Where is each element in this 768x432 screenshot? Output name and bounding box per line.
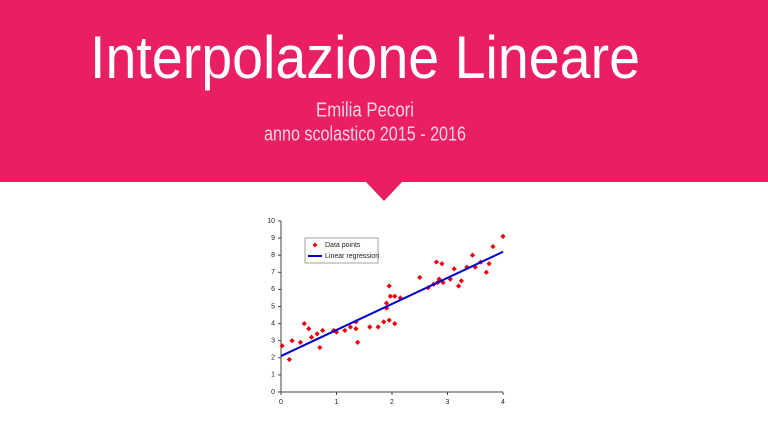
- data-point: [436, 276, 442, 282]
- data-point: [279, 343, 285, 349]
- y-tick-label: 0: [271, 389, 275, 396]
- data-point: [451, 266, 457, 272]
- x-tick-label: 2: [390, 399, 394, 406]
- data-point: [308, 334, 315, 340]
- data-point: [417, 274, 423, 281]
- data-point: [383, 300, 390, 306]
- y-tick-label: 2: [271, 355, 275, 362]
- y-tick-label: 3: [271, 338, 275, 345]
- data-point: [458, 278, 464, 284]
- data-point: [433, 259, 439, 265]
- slide-title: Interpolazione Lineare: [90, 24, 640, 91]
- data-point: [392, 321, 398, 327]
- data-point: [289, 338, 295, 344]
- y-tick-label: 9: [271, 235, 275, 242]
- y-tick-label: 1: [271, 372, 275, 379]
- data-point: [375, 324, 381, 330]
- data-point: [342, 327, 348, 334]
- data-point: [381, 319, 387, 325]
- data-point: [500, 233, 506, 239]
- chart: 0 1 2 3 4 5 6 7 8 9 10 0 1 2 3 4 Data points Linear regre…: [267, 218, 506, 406]
- x-tick-label: 4: [501, 399, 505, 406]
- y-tick-label: 6: [271, 286, 275, 293]
- data-point: [483, 269, 489, 275]
- data-point: [354, 339, 361, 346]
- y-tick-label: 8: [271, 252, 275, 259]
- data-point: [386, 283, 392, 289]
- header-pointer: [366, 182, 402, 201]
- data-point: [297, 339, 304, 346]
- data-point: [383, 305, 390, 311]
- author: Emilia Pecori: [316, 99, 414, 121]
- data-point: [306, 326, 312, 332]
- data-point: [347, 324, 353, 330]
- x-tick-label: 1: [335, 399, 339, 406]
- y-tick-label: 7: [271, 269, 275, 276]
- x-tick-label: 0: [279, 399, 283, 406]
- data-point: [439, 261, 445, 267]
- data-point: [317, 344, 323, 351]
- data-point: [387, 293, 393, 299]
- data-point: [301, 321, 307, 327]
- data-point: [320, 327, 326, 334]
- legend-box: [304, 237, 379, 264]
- y-tick-label: 10: [267, 218, 275, 225]
- legend-label: Linear regression: [325, 253, 379, 260]
- x-tick-label: 3: [446, 399, 450, 406]
- legend-swatch: [312, 242, 318, 248]
- year-line: anno scolastico 2015 - 2016: [264, 123, 466, 145]
- y-tick-label: 5: [271, 303, 275, 310]
- data-point: [367, 324, 373, 330]
- data-point: [314, 331, 320, 337]
- data-point: [386, 317, 392, 323]
- data-point: [286, 356, 292, 363]
- data-point: [456, 283, 462, 289]
- data-point: [486, 261, 492, 267]
- header-band: [0, 0, 768, 182]
- data-point: [469, 252, 476, 258]
- legend-label: Data points: [325, 242, 361, 249]
- y-tick-label: 4: [271, 320, 275, 327]
- regression-line: [280, 250, 504, 357]
- data-point: [447, 276, 453, 282]
- data-point: [490, 244, 496, 250]
- data-point: [353, 326, 359, 332]
- data-point: [392, 293, 398, 299]
